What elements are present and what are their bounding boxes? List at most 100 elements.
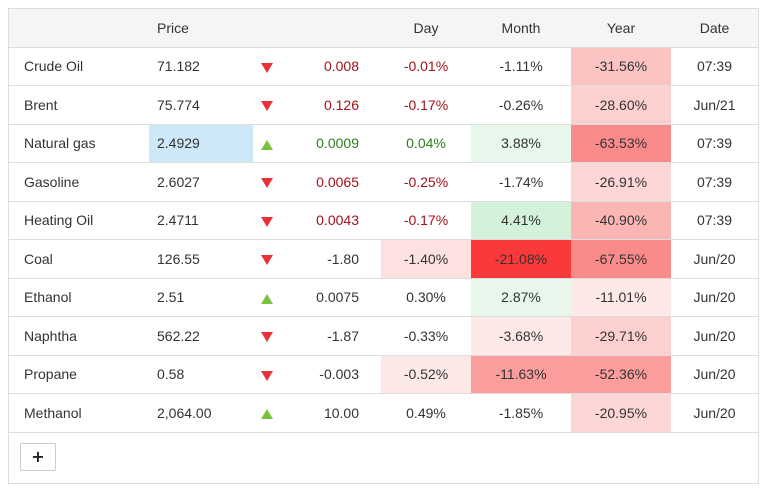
change-cell: 0.0043 — [281, 201, 381, 240]
column-header-month[interactable]: Month — [471, 9, 571, 48]
direction-cell — [253, 124, 281, 163]
date-cell: Jun/20 — [671, 239, 758, 279]
table-row-ethanol[interactable]: Ethanol 2.51 0.0075 0.30% 2.87% -11.01% … — [9, 278, 758, 317]
year-change-cell: -20.95% — [571, 393, 671, 433]
year-change-cell: -40.90% — [571, 201, 671, 240]
change-cell: 0.126 — [281, 85, 381, 125]
column-header-date[interactable]: Date — [671, 9, 758, 48]
month-change-cell: -1.11% — [471, 47, 571, 86]
table-row-brent[interactable]: Brent 75.774 0.126 -0.17% -0.26% -28.60%… — [9, 85, 758, 125]
direction-cell — [253, 201, 281, 240]
month-change-cell: -0.26% — [471, 85, 571, 125]
arrow-down-icon — [261, 178, 273, 189]
year-change-cell: -31.56% — [571, 47, 671, 86]
table-row-gasoline[interactable]: Gasoline 2.6027 0.0065 -0.25% -1.74% -26… — [9, 162, 758, 202]
direction-cell — [253, 239, 281, 279]
date-cell: Jun/20 — [671, 393, 758, 433]
date-cell: Jun/20 — [671, 355, 758, 394]
commodity-name[interactable]: Coal — [9, 239, 149, 279]
table-row-methanol[interactable]: Methanol 2,064.00 10.00 0.49% -1.85% -20… — [9, 393, 758, 433]
commodity-name[interactable]: Brent — [9, 85, 149, 125]
table-row-heating-oil[interactable]: Heating Oil 2.4711 0.0043 -0.17% 4.41% -… — [9, 201, 758, 240]
table-row-naphtha[interactable]: Naphtha 562.22 -1.87 -0.33% -3.68% -29.7… — [9, 316, 758, 356]
day-change-cell: -0.33% — [381, 316, 471, 356]
date-cell: Jun/20 — [671, 316, 758, 356]
commodity-name[interactable]: Methanol — [9, 393, 149, 433]
column-header-price[interactable]: Price — [149, 9, 253, 48]
date-cell: 07:39 — [671, 47, 758, 86]
add-button[interactable]: + — [20, 443, 56, 471]
price-cell: 562.22 — [149, 316, 253, 356]
year-change-cell: -52.36% — [571, 355, 671, 394]
table-row-propane[interactable]: Propane 0.58 -0.003 -0.52% -11.63% -52.3… — [9, 355, 758, 394]
price-cell: 0.58 — [149, 355, 253, 394]
change-cell: -1.80 — [281, 239, 381, 279]
change-cell: 0.0065 — [281, 162, 381, 202]
month-change-cell: 4.41% — [471, 201, 571, 240]
price-cell: 2,064.00 — [149, 393, 253, 433]
direction-cell — [253, 393, 281, 433]
commodity-name[interactable]: Crude Oil — [9, 47, 149, 86]
arrow-up-icon — [261, 139, 273, 150]
arrow-down-icon — [261, 101, 273, 112]
direction-cell — [253, 355, 281, 394]
table-row-natural-gas[interactable]: Natural gas 2.4929 0.0009 0.04% 3.88% -6… — [9, 124, 758, 163]
column-header-name[interactable] — [9, 9, 149, 48]
month-change-cell: -1.74% — [471, 162, 571, 202]
month-change-cell: 2.87% — [471, 278, 571, 317]
table-body: Crude Oil 71.182 0.008 -0.01% -1.11% -31… — [9, 47, 758, 433]
column-header-change — [281, 9, 381, 48]
column-header-day[interactable]: Day — [381, 9, 471, 48]
change-cell: -1.87 — [281, 316, 381, 356]
direction-cell — [253, 162, 281, 202]
date-cell: Jun/21 — [671, 85, 758, 125]
date-cell: 07:39 — [671, 162, 758, 202]
arrow-down-icon — [261, 62, 273, 73]
commodity-name[interactable]: Natural gas — [9, 124, 149, 163]
direction-cell — [253, 278, 281, 317]
commodity-name[interactable]: Naphtha — [9, 316, 149, 356]
price-cell: 2.51 — [149, 278, 253, 317]
arrow-down-icon — [261, 370, 273, 381]
arrow-up-icon — [261, 293, 273, 304]
change-cell: 0.0075 — [281, 278, 381, 317]
price-cell: 2.4929 — [149, 124, 253, 163]
month-change-cell: -11.63% — [471, 355, 571, 394]
column-header-year[interactable]: Year — [571, 9, 671, 48]
commodity-name[interactable]: Ethanol — [9, 278, 149, 317]
arrow-down-icon — [261, 255, 273, 266]
day-change-cell: -0.25% — [381, 162, 471, 202]
day-change-cell: 0.49% — [381, 393, 471, 433]
price-cell: 2.4711 — [149, 201, 253, 240]
table-row-coal[interactable]: Coal 126.55 -1.80 -1.40% -21.08% -67.55%… — [9, 239, 758, 279]
price-cell: 126.55 — [149, 239, 253, 279]
commodity-name[interactable]: Heating Oil — [9, 201, 149, 240]
year-change-cell: -28.60% — [571, 85, 671, 125]
commodities-table: Price Day Month Year Date Crude Oil 71.1… — [9, 9, 758, 433]
month-change-cell: -21.08% — [471, 239, 571, 279]
day-change-cell: 0.30% — [381, 278, 471, 317]
day-change-cell: -0.01% — [381, 47, 471, 86]
date-cell: 07:39 — [671, 201, 758, 240]
change-cell: 0.008 — [281, 47, 381, 86]
table-row-crude-oil[interactable]: Crude Oil 71.182 0.008 -0.01% -1.11% -31… — [9, 47, 758, 86]
direction-cell — [253, 47, 281, 86]
commodity-name[interactable]: Gasoline — [9, 162, 149, 202]
year-change-cell: -11.01% — [571, 278, 671, 317]
day-change-cell: -0.17% — [381, 201, 471, 240]
year-change-cell: -67.55% — [571, 239, 671, 279]
change-cell: -0.003 — [281, 355, 381, 394]
day-change-cell: -0.17% — [381, 85, 471, 125]
day-change-cell: -1.40% — [381, 239, 471, 279]
price-cell: 75.774 — [149, 85, 253, 125]
year-change-cell: -29.71% — [571, 316, 671, 356]
commodity-name[interactable]: Propane — [9, 355, 149, 394]
change-cell: 10.00 — [281, 393, 381, 433]
direction-cell — [253, 316, 281, 356]
date-cell: 07:39 — [671, 124, 758, 163]
column-header-direction — [253, 9, 281, 48]
year-change-cell: -63.53% — [571, 124, 671, 163]
arrow-down-icon — [261, 332, 273, 343]
month-change-cell: 3.88% — [471, 124, 571, 163]
day-change-cell: 0.04% — [381, 124, 471, 163]
